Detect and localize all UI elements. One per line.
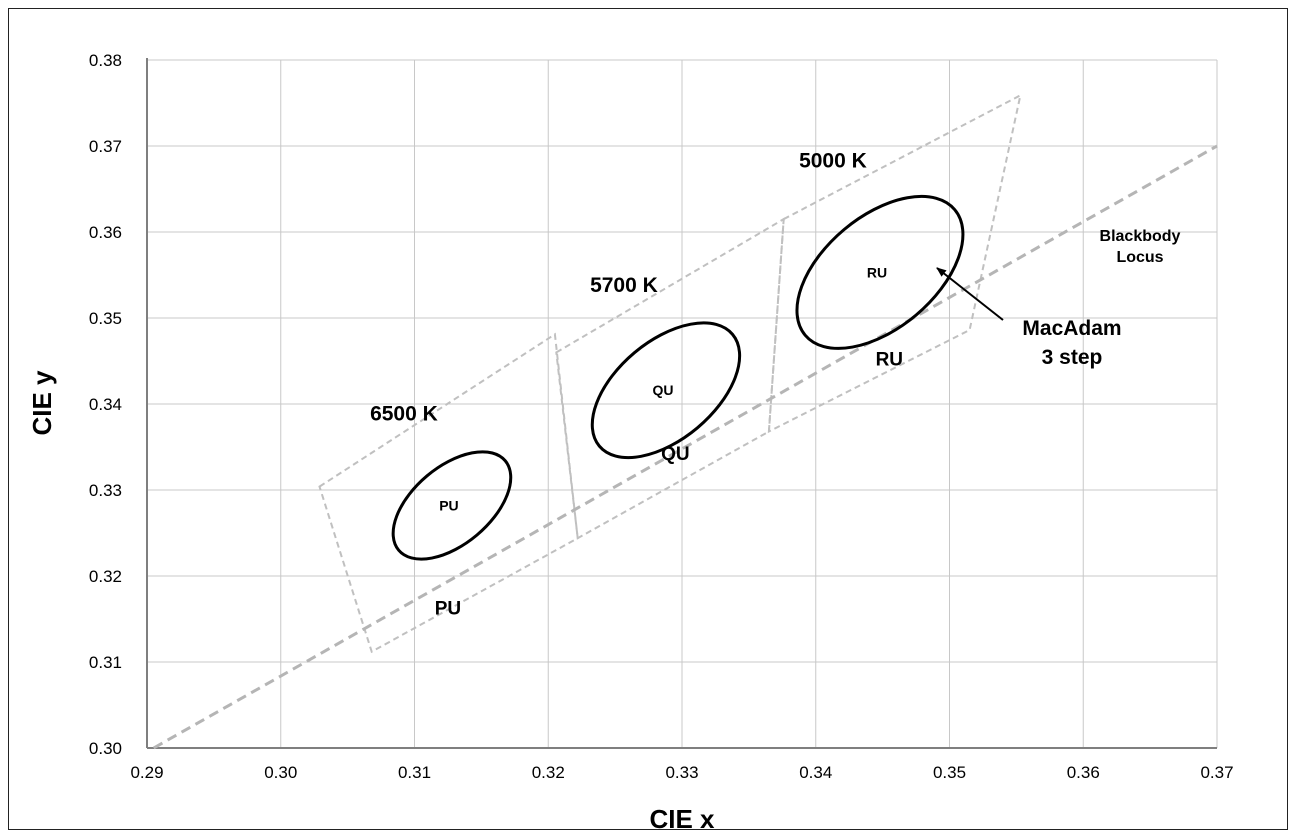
gridlines xyxy=(146,59,1218,749)
ellipse-ru-bin-label: RU xyxy=(867,264,887,280)
x-tick-label: 0.29 xyxy=(130,763,163,782)
y-tick-label: 0.37 xyxy=(89,137,122,156)
y-tick-label: 0.32 xyxy=(89,567,122,586)
cct-label-pu: 6500 K xyxy=(370,402,438,425)
macadam-arrow xyxy=(936,267,1004,321)
ellipse-qu-bin-label: QU xyxy=(652,382,673,398)
x-tick-label: 0.36 xyxy=(1067,763,1100,782)
chart-frame xyxy=(8,8,1288,830)
x-tick-label: 0.32 xyxy=(532,763,565,782)
bin-pu-label: PU xyxy=(435,599,461,620)
y-tick-label: 0.30 xyxy=(89,739,122,758)
bin-quadrangles xyxy=(318,93,1022,654)
ellipse-ru xyxy=(795,194,965,350)
x-tick-label: 0.33 xyxy=(665,763,698,782)
bin-qu-label: QU xyxy=(661,444,690,465)
y-tick-label: 0.36 xyxy=(89,223,122,242)
ellipse-pu-bin-label: PU xyxy=(439,497,458,513)
axes xyxy=(146,58,1217,749)
cct-label-ru: 5000 K xyxy=(799,149,867,172)
x-tick-label: 0.37 xyxy=(1200,763,1233,782)
ellipse-pu xyxy=(391,450,513,561)
y-tick-label: 0.34 xyxy=(89,395,122,414)
ellipse-qu xyxy=(590,321,742,460)
bin-ru-label: RU xyxy=(876,349,903,370)
x-tick-label: 0.31 xyxy=(398,763,431,782)
chart-labels: 0.29 0.30 0.31 0.32 0.33 0.34 0.35 0.36 0.37 0.30… xyxy=(89,51,1234,782)
macadam-label-line1: MacAdam xyxy=(1022,317,1121,340)
y-tick-label: 0.31 xyxy=(89,653,122,672)
x-tick-label: 0.35 xyxy=(933,763,966,782)
blackbody-locus-label-line1: Blackbody xyxy=(1100,228,1181,245)
macadam-ellipses xyxy=(391,194,965,561)
blackbody-locus xyxy=(152,144,1218,750)
x-tick-label: 0.30 xyxy=(264,763,297,782)
x-axis-title: CIE x xyxy=(649,804,715,834)
y-tick-label: 0.38 xyxy=(89,51,122,70)
blackbody-locus-line xyxy=(152,144,1218,750)
bin-qu-quad xyxy=(555,217,785,540)
y-axis-title: CIE y xyxy=(27,370,57,436)
y-tick-label: 0.35 xyxy=(89,309,122,328)
y-tick-label: 0.33 xyxy=(89,481,122,500)
bin-ru-quad xyxy=(767,93,1022,434)
cct-label-qu: 5700 K xyxy=(590,274,658,297)
blackbody-locus-label-line2: Locus xyxy=(1116,249,1163,266)
x-tick-label: 0.34 xyxy=(799,763,832,782)
macadam-label-line2: 3 step xyxy=(1042,346,1103,369)
